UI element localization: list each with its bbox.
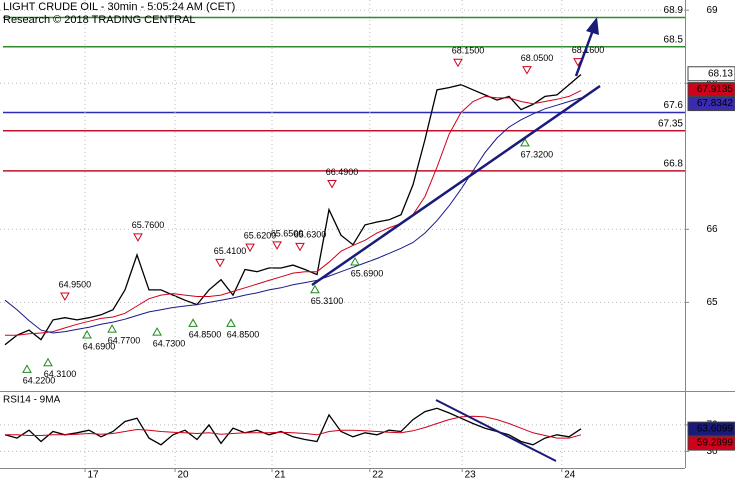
- high-marker: [272, 241, 282, 250]
- high-marker: [522, 66, 532, 75]
- high-label: 65.6200: [244, 230, 277, 240]
- low-marker: [43, 357, 53, 367]
- level-label: 67.6: [664, 100, 684, 111]
- series-line: [4, 407, 582, 446]
- low-marker: [22, 364, 32, 373]
- low-label: 65.3100: [311, 296, 344, 306]
- high-label: 66.4900: [326, 167, 359, 177]
- price-label-box: [687, 96, 735, 112]
- low-label: 65.6900: [351, 268, 384, 278]
- low-marker: [152, 327, 162, 336]
- y-tick-label: 65: [706, 297, 718, 308]
- high-label: 65.6300: [294, 230, 327, 240]
- chart-title: LIGHT CRUDE OIL - 30min - 5:05:24 AM (CE…: [3, 1, 235, 13]
- low-marker: [310, 284, 320, 294]
- y-tick-label: 66: [706, 224, 718, 235]
- x-tick-label: 24: [564, 470, 576, 480]
- high-marker: [133, 233, 143, 242]
- series-line: [4, 74, 582, 346]
- low-label: 64.8500: [189, 330, 222, 340]
- low-marker: [350, 256, 360, 266]
- low-label: 64.7700: [108, 336, 141, 346]
- series-line: [5, 415, 582, 439]
- low-label: 67.3200: [521, 149, 554, 159]
- high-marker: [327, 180, 337, 189]
- low-marker: [188, 318, 198, 327]
- y-tick-label: 69: [706, 5, 718, 16]
- low-label: 64.2200: [23, 376, 56, 386]
- low-marker: [520, 137, 530, 147]
- x-tick-label: 23: [465, 470, 477, 480]
- high-label: 64.9500: [59, 279, 92, 289]
- x-tick-label: 17: [88, 470, 100, 480]
- price-label: 67.9135: [697, 84, 734, 95]
- price-label: 68.13: [708, 68, 733, 79]
- chart-subtitle: Research © 2018 TRADING CENTRAL: [3, 14, 196, 26]
- price-label-box: [687, 66, 735, 82]
- arrow-head: [586, 17, 599, 35]
- series-line: [5, 90, 582, 336]
- rsi-trend-line: [435, 399, 557, 462]
- x-tick-label: 21: [274, 470, 286, 480]
- series-line: [4, 97, 582, 334]
- high-label: 65.6500: [271, 228, 304, 238]
- level-label: 66.8: [664, 159, 684, 170]
- arrow-shaft: [574, 29, 595, 77]
- low-label: 64.8500: [227, 330, 260, 340]
- high-label: 68.1500: [452, 46, 485, 56]
- high-label: 65.7600: [132, 220, 165, 230]
- high-marker: [215, 258, 225, 268]
- high-label: 68.0500: [521, 53, 554, 63]
- high-marker: [453, 58, 463, 68]
- price-label: 63.6099: [697, 424, 734, 435]
- high-marker: [60, 292, 70, 302]
- level-label: 68.5: [664, 34, 684, 45]
- y-tick-label: 30: [706, 446, 718, 457]
- price-label-box: [687, 435, 735, 451]
- low-marker: [226, 318, 236, 327]
- low-marker: [107, 324, 117, 333]
- price-label: 67.8342: [697, 98, 734, 109]
- low-label: 64.7300: [153, 338, 186, 348]
- high-marker: [245, 243, 255, 253]
- high-marker: [295, 242, 305, 252]
- high-label: 68.1600: [572, 45, 605, 55]
- rsi-title: RSI14 - 9MA: [3, 395, 61, 406]
- low-label: 64.3100: [44, 369, 77, 379]
- level-label: 67.35: [658, 118, 683, 129]
- x-tick-label: 22: [372, 470, 384, 480]
- level-label: 68.9: [664, 5, 684, 16]
- price-label: 59.2899: [697, 438, 734, 449]
- low-label: 64.6900: [83, 341, 116, 351]
- x-tick-label: 20: [177, 470, 189, 480]
- trend-line: [311, 84, 601, 287]
- high-label: 65.4100: [214, 246, 247, 256]
